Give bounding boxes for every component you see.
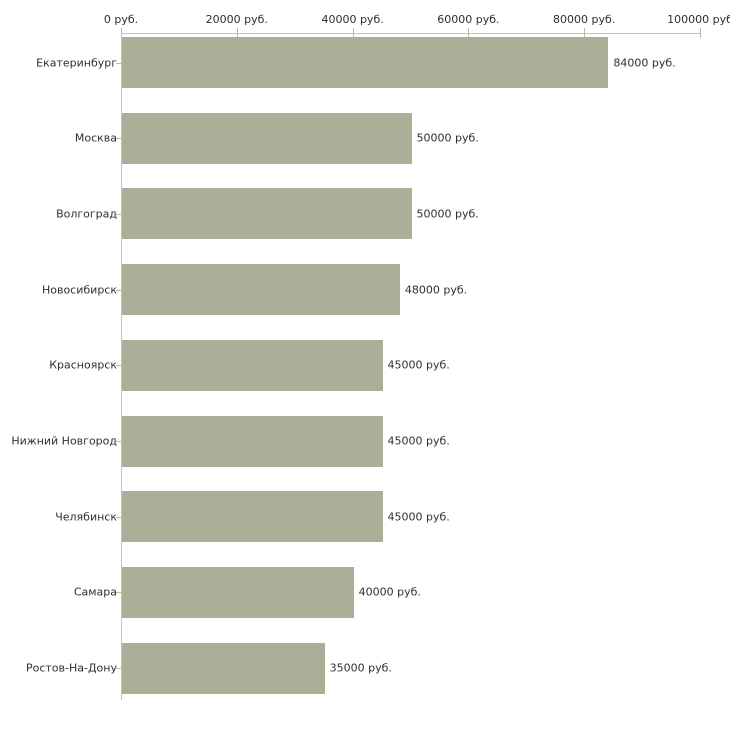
category-label: Новосибирск — [41, 283, 117, 297]
x-axis-tick-label: 40000 руб. — [321, 13, 384, 26]
category-tick-mark — [116, 289, 121, 291]
category-label: Самара — [73, 585, 117, 599]
bar — [122, 112, 412, 164]
category-label: Красноярск — [49, 358, 117, 372]
x-axis-tick-label: 100000 руб — [667, 13, 730, 26]
bar — [122, 37, 609, 88]
category-tick-mark — [116, 441, 121, 442]
category-tick-mark — [116, 516, 121, 518]
bar-value-label: 50000 руб. — [416, 131, 479, 145]
bar — [122, 339, 383, 391]
x-axis-tick-label: 20000 руб. — [205, 13, 268, 26]
x-axis-tick-label: 80000 руб. — [553, 13, 616, 26]
bar-value-label: 40000 руб. — [358, 585, 421, 599]
x-axis-tick-mark — [700, 28, 701, 38]
bar — [122, 642, 325, 694]
category-label: Челябинск — [55, 510, 117, 524]
bar-value-label: 45000 руб. — [387, 510, 450, 524]
category-tick-mark — [116, 668, 121, 670]
category-label: Москва — [74, 131, 117, 145]
x-axis-tick-mark — [468, 28, 470, 38]
category-tick-mark — [116, 213, 121, 215]
bar — [122, 264, 400, 316]
category-tick-mark — [116, 62, 121, 64]
bar-value-label: 50000 руб. — [416, 207, 479, 221]
bar-value-label: 84000 руб. — [613, 56, 676, 69]
x-axis-tick-label: 60000 руб. — [437, 13, 500, 26]
category-label: Екатеринбург — [36, 56, 117, 69]
category-tick-mark — [116, 365, 121, 367]
bar-value-label: 35000 руб. — [329, 661, 392, 675]
x-axis-tick-label: 0 руб. — [103, 13, 139, 26]
category-label: Нижний Новгород — [11, 434, 117, 448]
bar-value-label: 45000 руб. — [387, 358, 450, 372]
bar — [122, 491, 383, 543]
y-axis-line — [121, 33, 122, 700]
bar-value-label: 48000 руб. — [404, 283, 468, 297]
x-axis-line — [121, 33, 700, 34]
bar-value-label: 45000 руб. — [387, 434, 450, 448]
category-label: Ростов-На-Дону — [25, 661, 117, 675]
bar — [122, 188, 412, 240]
x-axis-tick-mark — [121, 28, 122, 38]
bar — [122, 566, 354, 618]
bar — [122, 415, 383, 467]
x-axis-tick-mark — [236, 28, 238, 38]
category-tick-mark — [116, 138, 121, 140]
category-label: Волгоград — [56, 207, 117, 221]
x-axis-tick-mark — [584, 28, 586, 38]
x-axis-tick-mark — [352, 28, 354, 38]
category-tick-mark — [116, 592, 121, 594]
